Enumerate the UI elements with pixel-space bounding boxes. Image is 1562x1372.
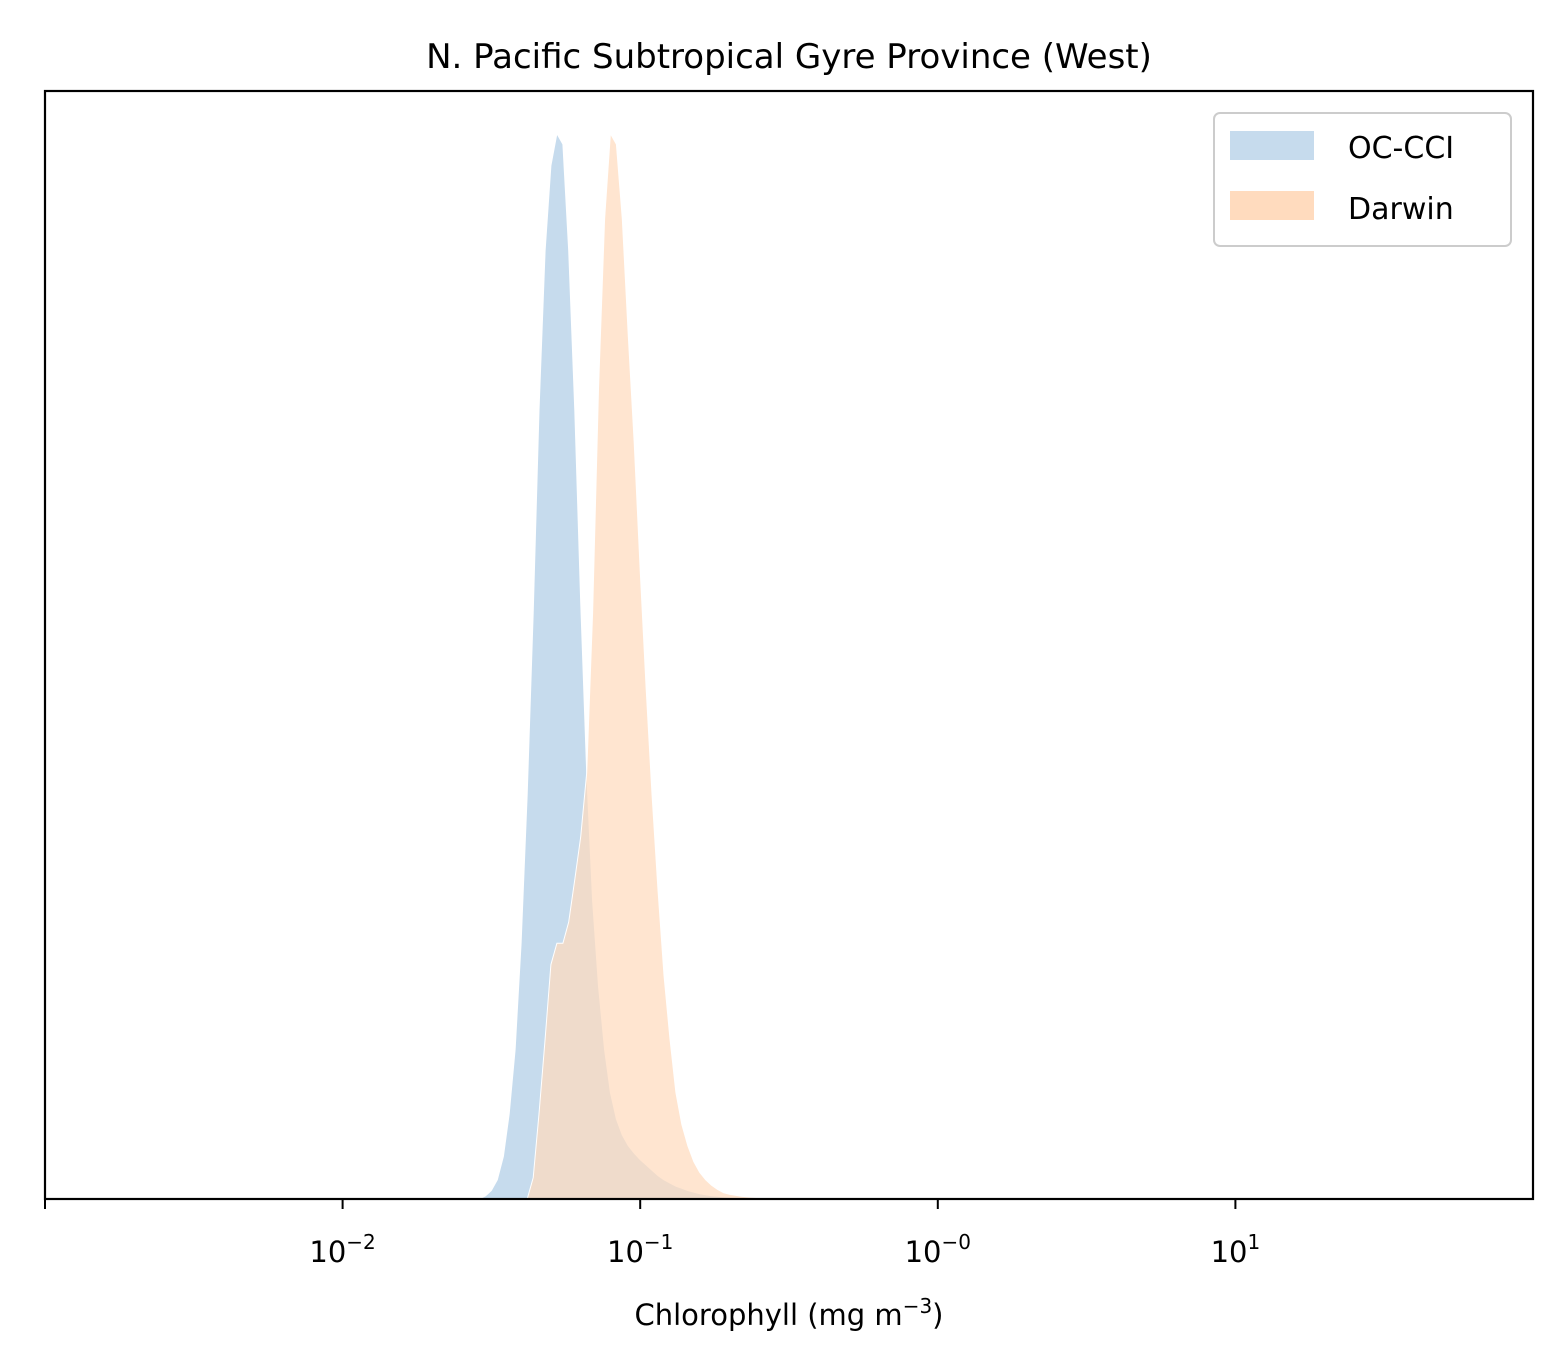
axes-frame (43, 89, 1535, 1201)
chart-title: N. Pacific Subtropical Gyre Province (We… (426, 37, 1152, 77)
legend-swatch-oc-cci (1230, 131, 1314, 160)
x-axis-label-close: ) (932, 1298, 943, 1332)
x-axis-label-main: Chlorophyll (mg m (635, 1298, 903, 1332)
legend-swatch-darwin (1230, 191, 1314, 220)
plot-area (479, 131, 795, 1200)
x-tick-label: 10−2 (309, 1230, 375, 1269)
x-axis-label: Chlorophyll (mg m−3) (635, 1294, 944, 1332)
x-tick-label: 101 (1211, 1230, 1261, 1269)
x-tick-label: 10−0 (905, 1230, 971, 1269)
x-tick-label: 10−1 (607, 1230, 673, 1269)
x-axis-label-unit-exponent: −3 (903, 1294, 932, 1318)
series-area-darwin (526, 131, 795, 1200)
legend-label-darwin: Darwin (1348, 192, 1454, 227)
legend-label-oc-cci: OC-CCI (1348, 131, 1454, 166)
x-axis: 10−2 10−1 10−0 101 (44, 1199, 1261, 1269)
legend: OC-CCI Darwin (1213, 112, 1512, 247)
